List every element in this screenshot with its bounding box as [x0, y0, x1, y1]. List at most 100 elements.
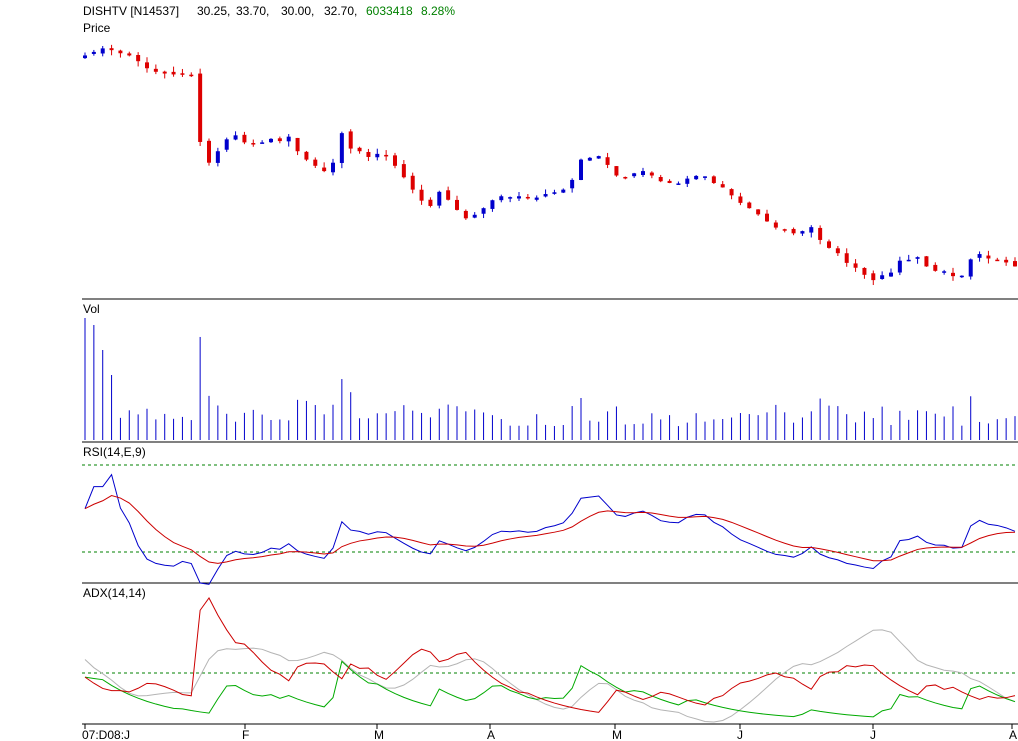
- candle-body: [91, 51, 96, 54]
- candle-body: [614, 166, 619, 176]
- candle-body: [366, 151, 371, 157]
- candle-body: [587, 157, 592, 161]
- candle-body: [286, 136, 291, 142]
- candle-body: [773, 222, 778, 228]
- candle-body: [304, 151, 309, 160]
- candle-body: [136, 55, 141, 62]
- candle-body: [570, 179, 575, 189]
- candle-body: [889, 272, 893, 277]
- candle-body: [818, 227, 823, 240]
- candle-body: [233, 135, 238, 140]
- x-tick-label: F: [242, 728, 249, 741]
- candle-body: [375, 153, 380, 158]
- candle-body: [835, 248, 840, 254]
- candle-body: [428, 199, 433, 206]
- candle-body: [649, 172, 654, 176]
- candle-body: [995, 259, 1000, 262]
- candle-body: [986, 255, 991, 259]
- candle-body: [968, 259, 973, 277]
- candle-body: [720, 184, 725, 188]
- candle-body: [1004, 259, 1009, 263]
- candle-body: [322, 167, 327, 172]
- symbol-label: DISHTV [N14537]: [83, 4, 179, 18]
- candle-body: [782, 229, 787, 231]
- candle-body: [463, 210, 468, 219]
- candle-body: [83, 55, 87, 59]
- candle-body: [109, 48, 114, 51]
- candle-body: [525, 196, 530, 199]
- candle-body: [357, 147, 362, 152]
- candle-body: [552, 192, 557, 194]
- open-value: 30.25,: [197, 4, 230, 18]
- candle-body: [641, 171, 645, 176]
- candle-body: [703, 176, 707, 178]
- rsi-signal-line: [84, 494, 1016, 564]
- candle-body: [853, 263, 858, 268]
- candle-body: [153, 68, 158, 72]
- candle-body: [339, 133, 344, 163]
- candle-body: [517, 196, 521, 199]
- candle-body: [171, 71, 176, 75]
- candle-body: [711, 176, 716, 184]
- adx-lines: [84, 597, 1016, 723]
- volume-value: 6033418: [366, 4, 413, 18]
- adx-panel-label: ADX(14,14): [83, 586, 146, 600]
- x-tick-label: M: [612, 728, 622, 741]
- candle-body: [508, 197, 513, 199]
- candle-body: [207, 140, 211, 163]
- high-value: 33.70,: [236, 4, 269, 18]
- candle-body: [951, 272, 955, 277]
- candle-body: [331, 162, 335, 173]
- low-value: 30.00,: [281, 4, 314, 18]
- candle-body: [800, 231, 805, 234]
- candle-body: [446, 190, 451, 200]
- candle-body: [862, 267, 867, 275]
- candle-body: [393, 155, 397, 166]
- x-tick-label: A: [1009, 728, 1017, 741]
- candle-body: [596, 156, 601, 159]
- candle-body: [534, 197, 539, 200]
- candle-body: [543, 194, 548, 197]
- candle-body: [658, 176, 663, 182]
- candle-body: [756, 209, 761, 215]
- candle-body: [623, 176, 628, 179]
- plus-di-line: [84, 660, 1016, 718]
- candle-body: [977, 254, 982, 258]
- candle-body: [924, 256, 929, 267]
- x-tick-label: A: [487, 728, 495, 741]
- candle-body: [242, 134, 247, 143]
- vol-panel-label: Vol: [83, 302, 100, 316]
- price-panel-label: Price: [83, 21, 111, 35]
- candle-body: [384, 154, 389, 157]
- candle-body: [419, 189, 424, 201]
- candle-body: [313, 159, 318, 166]
- candle-body: [942, 271, 947, 273]
- candle-body: [145, 62, 149, 69]
- candle-body: [180, 73, 185, 75]
- candle-body: [844, 253, 849, 263]
- candle-body: [738, 196, 743, 203]
- candle-body: [499, 196, 504, 201]
- candle-body: [871, 273, 876, 281]
- candle-body: [215, 151, 220, 163]
- candle-body: [127, 53, 132, 56]
- candle-body: [897, 260, 902, 273]
- candle-body: [791, 228, 796, 234]
- candle-body: [251, 143, 256, 145]
- candle-body: [685, 178, 690, 184]
- adx-line: [84, 629, 1016, 723]
- candle-body: [959, 275, 964, 278]
- price-candles: [83, 44, 1017, 286]
- candle-body: [260, 142, 265, 144]
- candle-body: [676, 183, 681, 185]
- close-value: 32.70,: [324, 4, 357, 18]
- candle-body: [765, 213, 769, 222]
- candle-body: [632, 173, 637, 177]
- candle-body: [827, 241, 831, 248]
- candle-body: [348, 131, 353, 149]
- candle-body: [579, 159, 583, 181]
- rsi-panel-label: RSI(14,E,9): [83, 445, 146, 459]
- candle-body: [667, 180, 672, 184]
- volume-bars: [84, 318, 1016, 440]
- x-axis: 07:D08:J F M A M J J A: [82, 724, 1017, 741]
